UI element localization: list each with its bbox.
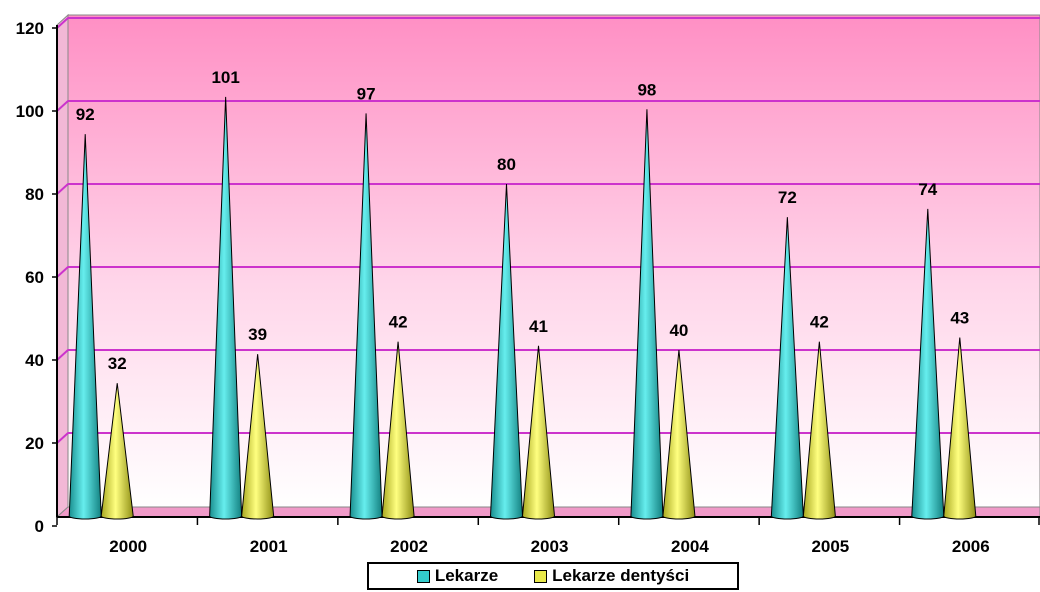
cone-lekarze-dentysci [802,341,836,520]
gridline [56,432,1040,444]
legend-label-lekarze: Lekarze [434,566,499,585]
data-label-lekarze: 97 [357,84,376,103]
y-tick-label: 80 [25,185,44,204]
legend-item-lekarze-dentysci: Lekarze dentyści [534,566,689,586]
data-label-lekarze: 92 [76,105,95,124]
data-label-lekarze-dentysci: 42 [810,313,829,332]
y-tick-label: 0 [35,517,44,536]
cone-lekarze-dentysci [521,345,556,520]
data-label-lekarze-dentysci: 32 [108,354,127,373]
data-label-lekarze-dentysci: 43 [950,309,969,328]
data-label-lekarze-dentysci: 42 [389,313,408,332]
x-tick-label: 2001 [250,537,288,556]
data-label-lekarze: 101 [211,68,239,87]
y-tick-label: 100 [16,102,44,121]
y-tick-label: 20 [25,434,44,453]
data-label-lekarze-dentysci: 41 [529,317,548,336]
data-labels: 92 101 97 80 98 72 74 32 39 42 41 40 42 43 [76,68,969,373]
data-label-lekarze-dentysci: 40 [669,321,688,340]
cone-lekarze-dentysci [662,349,696,520]
data-label-lekarze: 72 [778,188,797,207]
gridline [56,17,1040,29]
gridlines [56,17,1040,444]
x-tick-label: 2002 [390,537,428,556]
legend-label-lekarze-dentysci: Lekarze dentyści [552,566,690,585]
cone-lekarze-dentysci [943,337,977,520]
x-tick-label: 2004 [671,537,709,556]
x-tick-label: 2000 [109,537,147,556]
x-tick-label: 2005 [811,537,849,556]
legend-swatch-lekarze-dentysci [534,569,548,583]
x-tick-label: 2006 [952,537,990,556]
y-tick-label: 40 [25,351,44,370]
cone-lekarze-dentysci [241,354,275,520]
data-label-lekarze: 74 [918,180,937,199]
legend-item-lekarze: Lekarze [416,566,499,586]
legend: Lekarze Lekarze dentyści [367,562,739,590]
cone-lekarze-dentysci [100,383,134,520]
cone-lekarze-dentysci [381,341,415,520]
data-label-lekarze: 80 [497,155,516,174]
gridline [56,349,1040,361]
gridline [56,266,1040,278]
y-tick-label: 60 [25,268,44,287]
x-tick-label: 2003 [531,537,569,556]
gridline [56,100,1040,112]
data-label-lekarze: 98 [637,80,656,99]
y-tick-label: 120 [16,19,44,38]
legend-swatch-lekarze [416,569,430,583]
data-label-lekarze-dentysci: 39 [248,325,267,344]
chart-marks [68,96,977,520]
gridline [56,183,1040,195]
